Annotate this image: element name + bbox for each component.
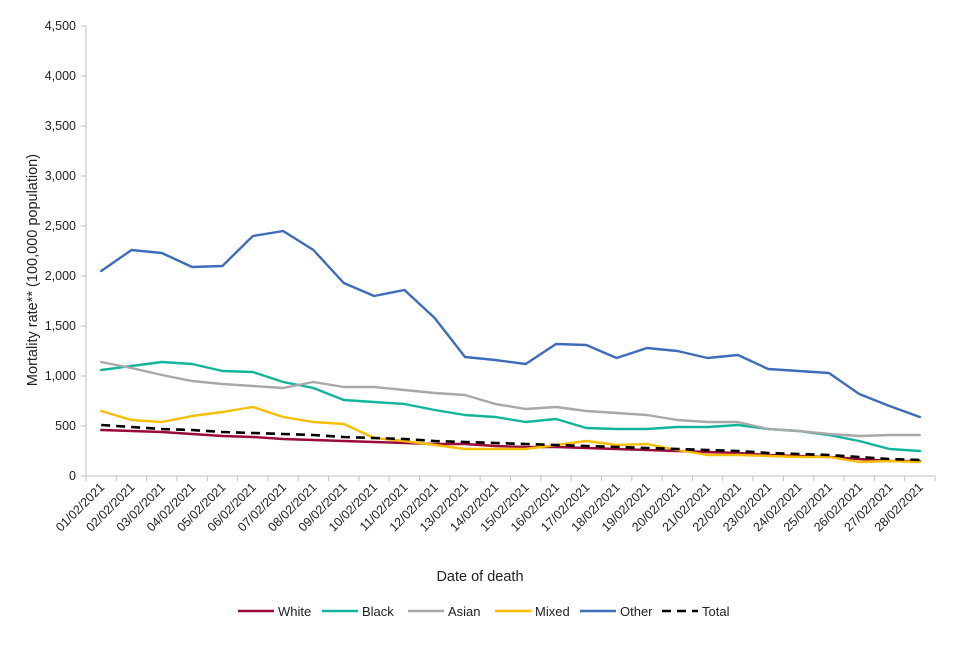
series-line-other — [99, 229, 921, 419]
y-axis-title: Mortality rate** (100,000 population) — [25, 154, 41, 386]
y-tick-label: 1,000 — [45, 369, 76, 383]
y-tick-label: 1,500 — [45, 319, 76, 333]
y-tick-label: 4,500 — [45, 19, 76, 33]
series-line-mixed — [99, 405, 921, 464]
y-tick-label: 500 — [55, 419, 76, 433]
y-tick-label: 2,000 — [45, 269, 76, 283]
series-line-total — [101, 423, 920, 462]
legend-label-white: White — [278, 604, 311, 619]
legend-label-mixed: Mixed — [535, 604, 570, 619]
axes — [81, 25, 936, 481]
y-tick-label: 3,500 — [45, 119, 76, 133]
y-tick-label: 3,000 — [45, 169, 76, 183]
x-tick-labels: 01/02/202102/02/202103/02/202104/02/2021… — [53, 480, 926, 534]
series-line-asian — [99, 360, 921, 438]
legend-label-black: Black — [362, 604, 394, 619]
legend: White Black Asian Mixed Other Total — [238, 604, 730, 619]
y-tick-label: 4,000 — [45, 69, 76, 83]
legend-label-total: Total — [702, 604, 730, 619]
series-group — [99, 229, 921, 464]
legend-label-other: Other — [620, 604, 653, 619]
y-tick-label: 2,500 — [45, 219, 76, 233]
x-axis-title: Date of death — [436, 569, 523, 585]
y-tick-labels: 0 500 1,000 1,500 2,000 2,500 3,000 3,500 4,000 4… — [45, 19, 76, 483]
y-tick-label: 0 — [69, 469, 76, 483]
legend-label-asian: Asian — [448, 604, 481, 619]
